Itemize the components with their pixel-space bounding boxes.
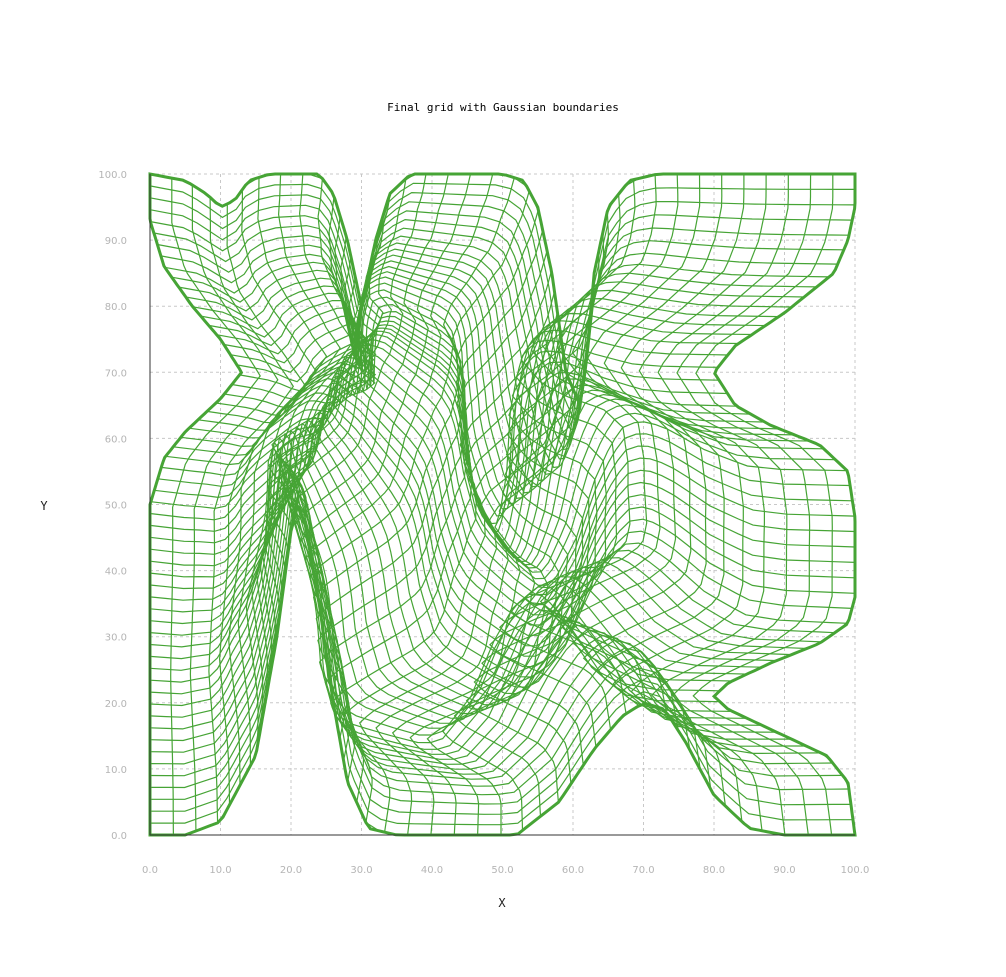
- mesh-line-t: [173, 343, 848, 587]
- mesh-line-t: [149, 419, 807, 706]
- mesh-line-t: [150, 375, 856, 636]
- mesh-line-t: [149, 416, 822, 701]
- mesh-line-t: [149, 411, 835, 695]
- mesh-line-t: [189, 333, 824, 573]
- grid-boundary: [148, 172, 857, 837]
- mesh-line-s: [671, 173, 812, 836]
- x-tick-label: 100.0: [841, 865, 870, 876]
- mesh-line-t: [149, 395, 856, 668]
- mesh-line-t: [150, 210, 850, 441]
- y-axis-title: Y: [40, 499, 48, 513]
- mesh-line-t: [149, 389, 856, 657]
- mesh-line-t: [149, 191, 856, 420]
- mesh-line-t: [149, 440, 720, 736]
- mesh-line-t: [149, 407, 849, 688]
- mesh-line-t: [206, 327, 795, 566]
- x-tick-label: 50.0: [491, 865, 513, 876]
- y-tick-label: 40.0: [105, 567, 127, 578]
- mesh-line-t: [149, 476, 833, 787]
- mesh-line-t: [164, 242, 817, 475]
- mesh-line-t: [149, 422, 792, 710]
- mesh-line-t: [150, 493, 851, 815]
- mesh-line-t: [149, 468, 807, 775]
- chart-title: Final grid with Gaussian boundaries: [387, 101, 619, 114]
- mesh-line-t: [160, 235, 830, 469]
- y-tick-label: 30.0: [105, 633, 127, 644]
- mesh-line-t: [149, 471, 821, 780]
- x-tick-label: 0.0: [142, 865, 158, 876]
- y-tick-label: 60.0: [105, 434, 127, 445]
- x-tick-label: 20.0: [280, 865, 302, 876]
- x-tick-label: 60.0: [562, 865, 584, 876]
- grid-mesh: [148, 172, 857, 837]
- y-tick-label: 90.0: [105, 236, 127, 247]
- y-tick-label: 50.0: [105, 501, 127, 512]
- y-tick-label: 100.0: [98, 170, 127, 181]
- mesh-line-t: [149, 182, 855, 410]
- mesh-line-t: [149, 401, 853, 678]
- mesh-line-t: [149, 464, 792, 770]
- mesh-line-t: [161, 356, 853, 606]
- x-tick-label: 30.0: [350, 865, 372, 876]
- x-tick-label: 70.0: [632, 865, 654, 876]
- y-tick-label: 0.0: [111, 831, 127, 842]
- mesh-line-t: [178, 254, 792, 488]
- x-axis-title: X: [498, 896, 506, 910]
- y-tick-label: 20.0: [105, 699, 127, 710]
- mesh-line-t: [149, 445, 720, 744]
- mesh-line-t: [153, 218, 844, 451]
- mesh-line-t: [149, 457, 762, 760]
- mesh-line-t: [165, 350, 851, 596]
- mesh-line-t: [157, 363, 855, 616]
- y-tick-label: 80.0: [105, 302, 127, 313]
- mesh-line-t: [154, 369, 856, 626]
- axes: [149, 174, 855, 836]
- y-tick-label: 10.0: [105, 765, 127, 776]
- x-tick-label: 40.0: [421, 865, 443, 876]
- x-tick-label: 90.0: [773, 865, 795, 876]
- mesh-line-t: [149, 382, 856, 647]
- mesh-line-t: [149, 425, 777, 715]
- mesh-line-t: [157, 227, 838, 460]
- tick-labels: 0.0 10.0 20.0 30.0 40.0 50.0 60.0 70.0 80.0 90.0 1…: [98, 170, 869, 876]
- x-tick-label: 80.0: [703, 865, 725, 876]
- mesh-line-t: [197, 330, 810, 569]
- mesh-line-t: [149, 201, 853, 431]
- y-tick-label: 70.0: [105, 368, 127, 379]
- x-tick-label: 10.0: [209, 865, 231, 876]
- mesh-line-t: [149, 460, 777, 765]
